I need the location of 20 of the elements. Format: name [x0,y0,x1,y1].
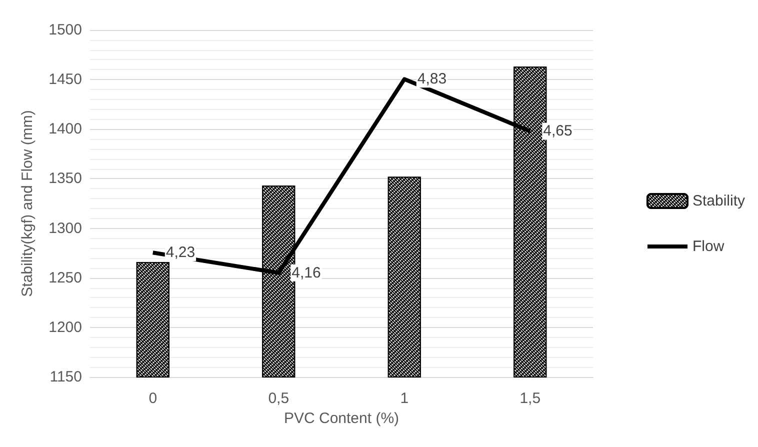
y-tick-label: 1400 [48,120,82,138]
y-tick-label: 1500 [48,22,82,38]
data-label: 4,65 [543,122,572,140]
y-tick-label: 1300 [48,220,82,237]
data-label: 4,83 [417,70,447,88]
y-tick-label: 1250 [48,269,82,286]
data-label: 4,23 [166,244,196,262]
x-tick-label: 1,5 [520,390,541,407]
data-label: 4,16 [292,264,321,282]
y-tick-label: 1200 [48,318,82,336]
y-axis-title: Stability(kgf) and Flow (mm) [19,110,36,297]
x-axis-title: PVC Content (%) [284,410,400,427]
legend-label: Flow [692,238,724,255]
legend-label: Stability [692,192,746,210]
x-tick-label: 1 [400,390,409,407]
y-tick-label: 1150 [50,368,82,386]
y-tick-label: 1450 [48,71,82,88]
x-tick-label: 0,5 [268,390,290,407]
y-tick-label: 1350 [48,170,82,188]
x-tick-label: 0 [148,390,158,407]
